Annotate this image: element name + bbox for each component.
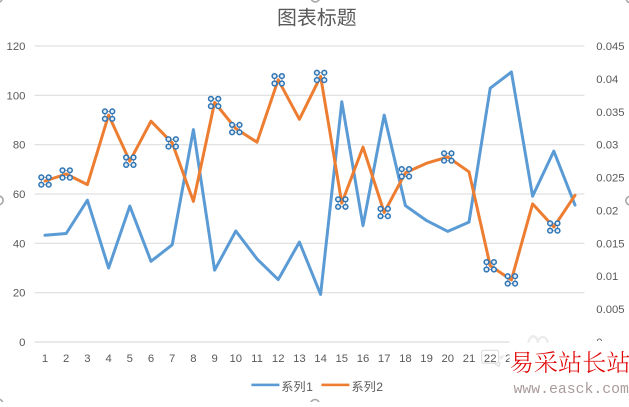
svg-text:1: 1	[42, 353, 48, 365]
svg-text:19: 19	[420, 353, 433, 365]
svg-text:11: 11	[251, 353, 263, 365]
svg-text:6: 6	[148, 353, 154, 365]
svg-text:7: 7	[169, 353, 175, 365]
svg-text:20: 20	[442, 353, 455, 365]
svg-text:40: 40	[13, 238, 26, 250]
svg-text:14: 14	[314, 353, 327, 365]
svg-text:10: 10	[230, 353, 243, 365]
svg-text:0.025: 0.025	[596, 173, 624, 185]
svg-text:20: 20	[13, 288, 26, 300]
svg-text:12: 12	[272, 353, 285, 365]
svg-text:0.02: 0.02	[596, 205, 618, 217]
svg-text:100: 100	[7, 90, 26, 102]
svg-text:13: 13	[293, 353, 306, 365]
svg-text:17: 17	[378, 353, 391, 365]
svg-text:5: 5	[127, 353, 133, 365]
svg-text:0.045: 0.045	[596, 41, 624, 53]
svg-text:4: 4	[105, 353, 111, 365]
svg-text:80: 80	[13, 140, 26, 152]
svg-text:3: 3	[84, 353, 90, 365]
svg-text:15: 15	[336, 353, 349, 365]
svg-text:www.easck.com: www.easck.com	[514, 382, 629, 398]
svg-text:0.005: 0.005	[596, 304, 624, 316]
svg-text:60: 60	[13, 189, 26, 201]
svg-text:8: 8	[190, 353, 196, 365]
svg-text:0: 0	[19, 337, 25, 349]
svg-text:120: 120	[7, 41, 26, 53]
svg-text:1: 1	[306, 380, 313, 394]
svg-text:18: 18	[399, 353, 412, 365]
svg-text:2: 2	[63, 353, 69, 365]
svg-text:0.01: 0.01	[596, 271, 618, 283]
svg-text:0.04: 0.04	[596, 74, 618, 86]
svg-text:16: 16	[357, 353, 370, 365]
svg-text:0.015: 0.015	[596, 238, 624, 250]
svg-text:0.035: 0.035	[596, 107, 624, 119]
svg-text:0.03: 0.03	[596, 140, 618, 152]
svg-text:2: 2	[376, 380, 383, 394]
svg-text:9: 9	[211, 353, 217, 365]
svg-text:21: 21	[463, 353, 476, 365]
